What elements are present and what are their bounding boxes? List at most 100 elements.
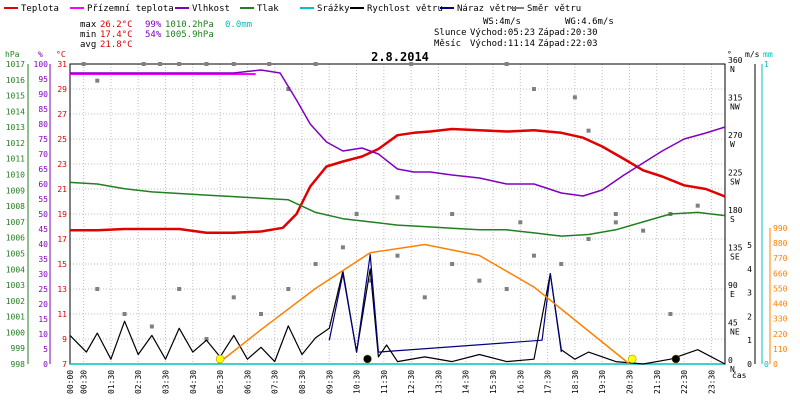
celsius-tick-label: 7: [62, 360, 67, 369]
wind-direction-point: [95, 78, 100, 83]
x-tick-label: 07:30: [271, 370, 280, 394]
wind-direction-point: [313, 62, 318, 66]
stat-min-temp: 17.4°C: [100, 30, 133, 40]
x-tick-label: 14:30: [462, 370, 471, 394]
ms-tick-label: 4: [747, 265, 752, 274]
series: [69, 62, 726, 365]
legend-label: Rychlost větru: [367, 4, 443, 14]
direction-tick-dir: S: [730, 215, 735, 224]
direction-tick-deg: 360: [728, 56, 743, 65]
moon-label: Měsíc: [434, 39, 461, 49]
stat-min-press: 1005.9hPa: [165, 30, 214, 40]
x-tick-label: 02:30: [134, 370, 143, 394]
moonset-marker: [671, 354, 681, 364]
solar-tick-label: 440: [773, 300, 788, 309]
direction-axis-unit: °: [727, 50, 732, 59]
celsius-tick-label: 31: [57, 60, 67, 69]
wind-direction-point: [395, 253, 400, 258]
wind-direction-point: [422, 295, 427, 300]
direction-tick-dir: NE: [730, 328, 740, 337]
solar-tick-label: 220: [773, 330, 788, 339]
percent-tick-label: 80: [38, 120, 48, 129]
wind-direction-point: [586, 128, 591, 133]
wind-direction-point: [586, 237, 591, 241]
direction-tick-dir: N: [730, 365, 735, 374]
wind-direction-point: [81, 62, 86, 66]
x-axis: 00:00 00:30 01:30 02:30 03:30 04:30 05:30 06:30…: [66, 370, 747, 394]
direction-tick-deg: 180: [728, 206, 743, 215]
sunset-marker: [627, 354, 637, 364]
percent-tick-label: 60: [38, 180, 48, 189]
sun-rise: Východ:05:23: [470, 28, 535, 38]
direction-tick-dir: N: [730, 65, 735, 74]
wind-direction-point: [613, 220, 618, 225]
direction-tick-dir: NW: [730, 103, 740, 112]
series-line: [328, 253, 562, 353]
wind-direction-point: [395, 195, 400, 200]
x-tick-label: 11:30: [380, 370, 389, 394]
x-tick-label: 00:00: [66, 370, 75, 394]
hpa-tick-label: 1010: [6, 171, 25, 180]
percent-tick-label: 50: [38, 210, 48, 219]
hpa-tick-label: 1012: [6, 139, 25, 148]
percent-tick-label: 25: [38, 285, 48, 294]
wind-direction-point: [504, 62, 509, 66]
x-tick-label: 21:30: [653, 370, 662, 394]
astro-panel: WS:4m/s WG:4.6m/s Slunce Východ:05:23 Zá…: [434, 17, 614, 49]
wind-direction-point: [204, 337, 209, 341]
percent-tick-label: 30: [38, 270, 48, 279]
sun-label: Slunce: [434, 28, 467, 38]
celsius-tick-label: 25: [57, 135, 67, 144]
stat-avg-label: avg: [80, 40, 96, 50]
wind-direction-point: [613, 212, 618, 216]
wind-direction-point: [477, 278, 482, 283]
x-tick-label: 20:30: [625, 370, 634, 394]
ms-tick-label: 3: [747, 289, 752, 298]
percent-tick-label: 70: [38, 150, 48, 159]
hpa-tick-label: 1016: [6, 76, 25, 85]
x-tick-label: 22:30: [680, 370, 689, 394]
solar-tick-label: 770: [773, 254, 788, 263]
legend-label: Náraz větru: [457, 4, 517, 14]
celsius-tick-label: 23: [57, 160, 67, 169]
stat-max-press: 1010.2hPa: [165, 20, 214, 30]
celsius-tick-label: 15: [57, 260, 67, 269]
x-tick-label: 08:30: [298, 370, 307, 394]
percent-tick-label: 0: [43, 360, 48, 369]
hpa-tick-label: 1011: [6, 155, 25, 164]
hpa-axis-unit: hPa: [5, 50, 20, 59]
wind-direction-point: [340, 245, 345, 250]
hpa-tick-label: 1017: [6, 60, 25, 69]
series-line: [70, 69, 726, 197]
x-tick-label: 15:30: [489, 370, 498, 394]
wind-direction-point: [313, 262, 318, 266]
hpa-tick-label: 998: [11, 360, 26, 369]
chart-title: 2.8.2014: [371, 50, 429, 64]
moon-rise: Východ:11:14: [470, 39, 535, 49]
wind-direction-point: [641, 228, 646, 233]
x-tick-label: 13:30: [434, 370, 443, 394]
percent-tick-label: 15: [38, 315, 48, 324]
stat-avg-temp: 21.8°C: [100, 40, 133, 50]
percent-tick-label: 45: [38, 225, 48, 234]
legend-label: Teplota: [21, 4, 59, 14]
celsius-tick-label: 11: [57, 310, 67, 319]
celsius-tick-label: 27: [57, 110, 67, 119]
x-tick-label: 09:30: [325, 370, 334, 394]
ms-axis-unit: m/s: [745, 50, 760, 59]
wind-direction-point: [409, 62, 414, 66]
direction-tick-dir: SW: [730, 178, 740, 187]
hpa-tick-label: 1005: [6, 249, 25, 258]
wind-direction-point: [177, 287, 182, 291]
percent-tick-label: 65: [38, 165, 48, 174]
mm-tick-label: 0: [764, 360, 769, 369]
direction-tick-dir: E: [730, 290, 735, 299]
stat-max-rain: 0.0mm: [225, 20, 252, 30]
stat-min-hum: 54%: [145, 30, 162, 40]
x-tick-label: 23:30: [707, 370, 716, 394]
hpa-tick-label: 1002: [6, 297, 25, 306]
hpa-tick-label: 999: [11, 344, 26, 353]
legend-label: Tlak: [257, 4, 279, 14]
wind-direction-point: [149, 324, 154, 329]
x-tick-label: 05:30: [216, 370, 225, 394]
